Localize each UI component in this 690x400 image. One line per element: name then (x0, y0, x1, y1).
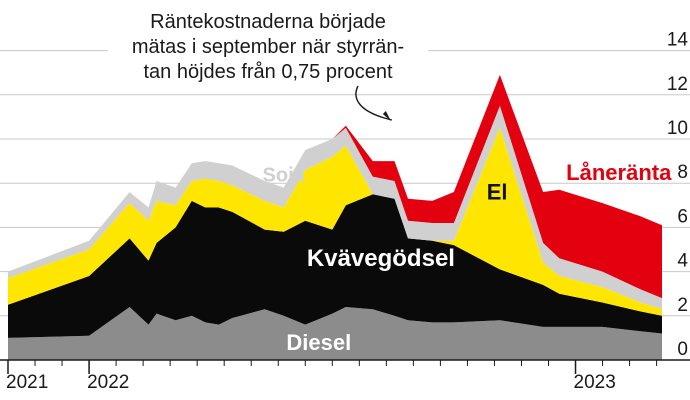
x-axis-ticks: 2021 2022 2023 (6, 360, 616, 393)
x-axis-baseline (0, 359, 690, 366)
area-låneränta (8, 74, 662, 299)
y-tick-label-0: 0 (677, 339, 688, 360)
series-label-diesel: Diesel (286, 330, 351, 355)
annotation-bg (139, 9, 397, 33)
annotation-line-3: tan höjdes från 0,75 procent (143, 61, 393, 83)
annotation: Räntekostnaderna började mätas i septembe… (108, 9, 428, 121)
annotation-line-2: mätas i september när styrrän- (132, 36, 404, 58)
series-label-soja: Soja (263, 164, 306, 186)
area-diesel (8, 307, 662, 360)
y-tick-label-4: 4 (677, 251, 688, 272)
x-tick-label-2021: 2021 (6, 372, 48, 393)
area-el (8, 127, 662, 316)
x-tick-label-2023: 2023 (574, 372, 616, 393)
annotation-leader-line (355, 85, 393, 121)
y-axis-ticks: 0 2 4 6 8 10 12 14 (667, 30, 689, 360)
y-tick-label-10: 10 (667, 118, 688, 139)
y-tick-label-6: 6 (677, 206, 688, 227)
area-kvävegödsel (8, 194, 662, 338)
series-label-låneränta: Låneränta (566, 160, 672, 185)
y-tick-label-14: 14 (667, 30, 689, 51)
y-tick-label-12: 12 (667, 74, 688, 95)
x-tick-label-2022: 2022 (87, 372, 129, 393)
series-label-el: El (487, 179, 508, 204)
annotation-bg (118, 59, 418, 83)
area-soja (8, 105, 662, 310)
y-tick-label-8: 8 (677, 162, 688, 183)
annotation-line-1: Räntekostnaderna började (150, 11, 386, 33)
series-areas (8, 74, 662, 360)
annotation-bg (108, 34, 428, 58)
y-tick-label-2: 2 (677, 295, 688, 316)
annotation-arrowhead (382, 111, 391, 121)
series-labels: Diesel Kvävegödsel El Soja Låneränta (263, 160, 673, 355)
series-label-kvävegödsel: Kvävegödsel (307, 245, 455, 272)
